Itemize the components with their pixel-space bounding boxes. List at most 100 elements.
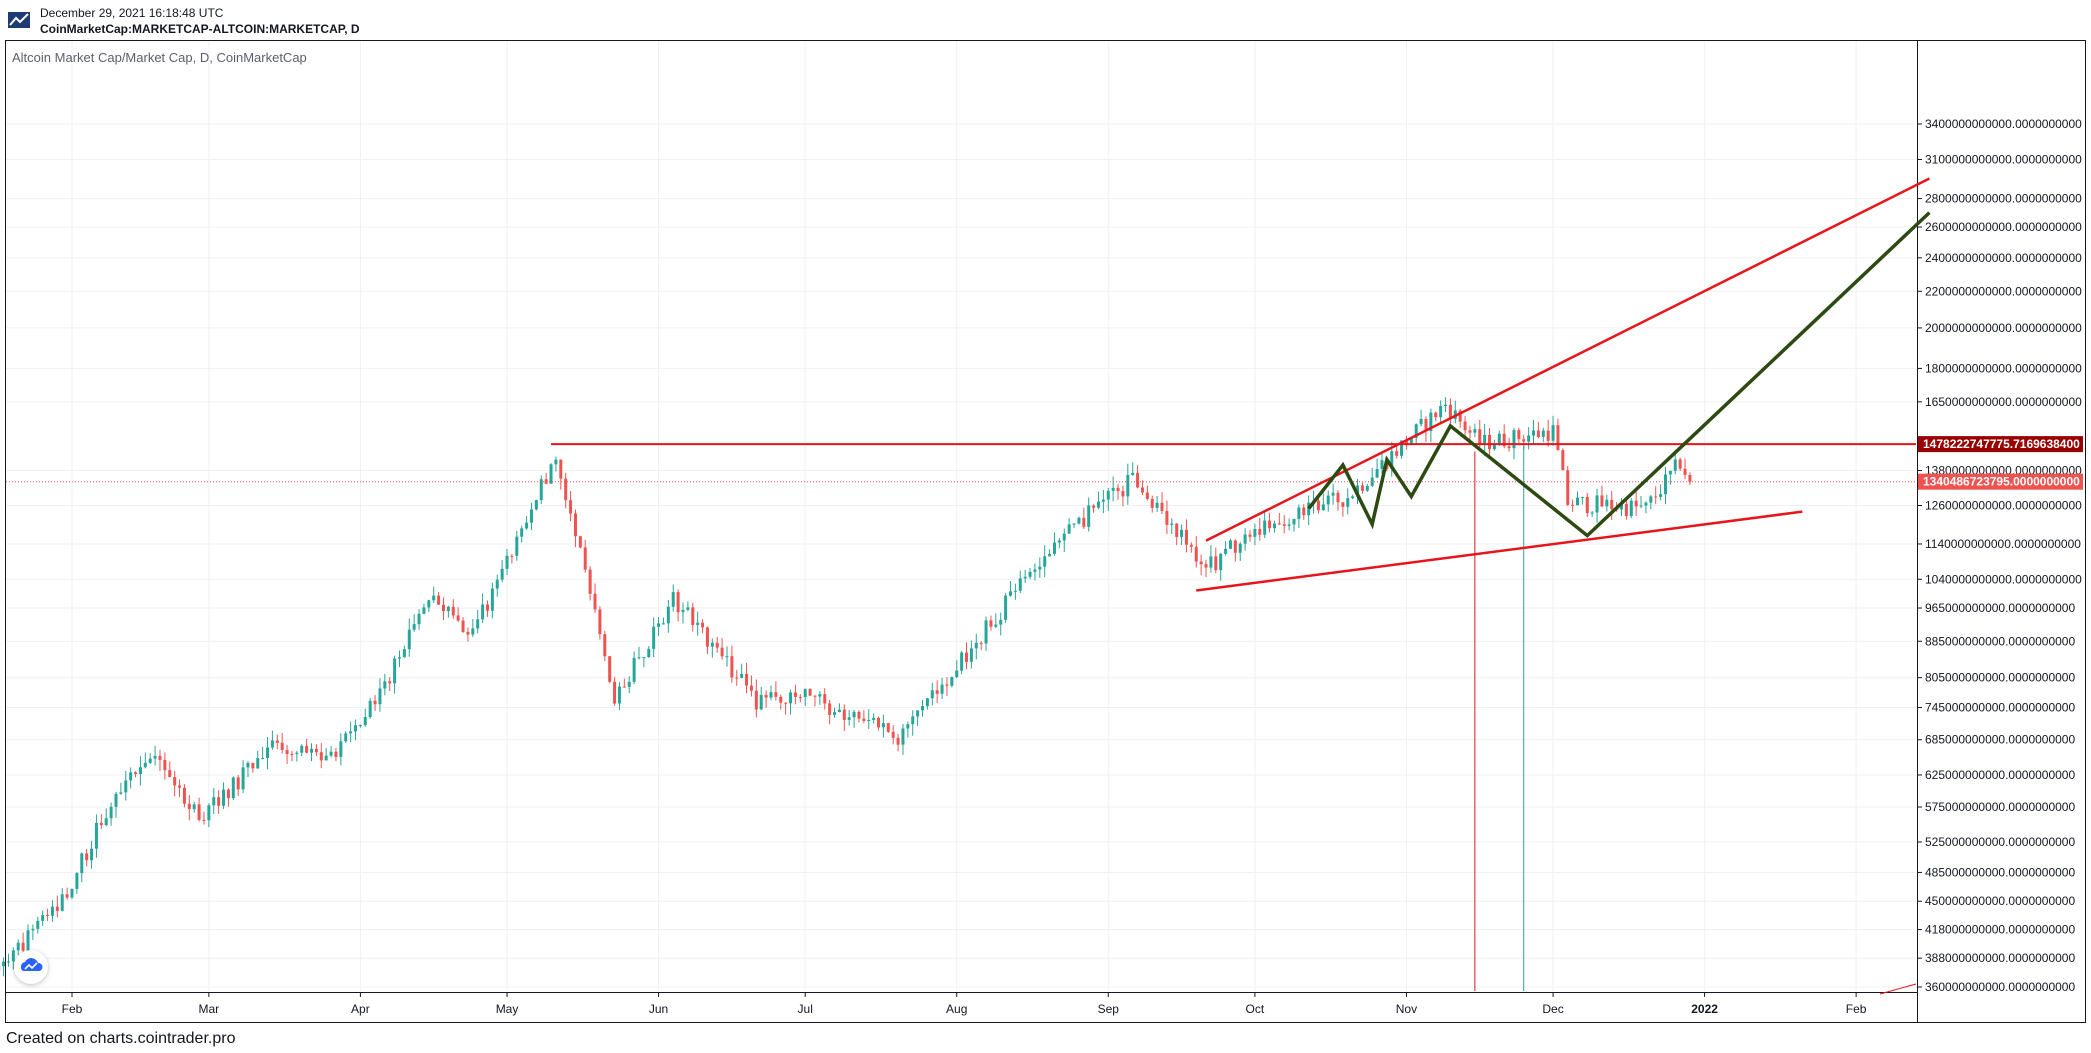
candle-body	[314, 748, 318, 753]
candle-body	[1629, 500, 1633, 517]
candle-body	[104, 818, 108, 826]
candle-body	[617, 686, 621, 704]
tradingview-cloud-icon[interactable]	[14, 950, 48, 984]
candle-body	[1644, 502, 1648, 506]
candle-body	[1038, 566, 1042, 570]
channel-lower-line	[1196, 510, 1803, 592]
price-tick-label: 450000000000.0000000000	[1925, 894, 2075, 908]
candle-body	[1189, 544, 1193, 547]
candle-body	[725, 656, 729, 658]
candle-body	[1116, 487, 1120, 492]
candle-body	[921, 706, 925, 711]
candle-body	[1008, 591, 1012, 596]
candle-body	[1101, 499, 1105, 502]
price-tick-label: 1140000000000.0000000000	[1925, 537, 2081, 551]
candle-body	[241, 767, 245, 790]
candle-body	[573, 513, 577, 537]
candle-body	[1659, 494, 1663, 497]
candle-body	[1111, 487, 1115, 491]
candle-body	[701, 622, 705, 628]
candle-body	[1336, 492, 1340, 503]
candle-body	[906, 724, 910, 729]
candle-body	[373, 700, 377, 705]
candle-body	[891, 731, 895, 738]
candle-body	[129, 772, 133, 781]
time-tick-label: Feb	[62, 1002, 83, 1016]
candle-body	[1092, 505, 1096, 508]
candle-body	[1619, 503, 1623, 510]
candle-body	[1199, 561, 1203, 565]
candle-body	[94, 822, 98, 849]
candle-body	[1492, 445, 1496, 450]
candle-body	[979, 642, 983, 644]
candle-body	[1551, 425, 1555, 441]
candle-body	[588, 569, 592, 594]
candle-body	[305, 745, 309, 753]
candle-body	[1566, 470, 1570, 505]
candle-body	[1228, 540, 1232, 549]
candle-body	[1077, 517, 1081, 524]
candle-body	[1546, 430, 1550, 441]
candle-body	[1214, 556, 1218, 571]
candle-body	[16, 942, 20, 951]
candle-body	[1096, 501, 1100, 508]
candle-body	[11, 950, 15, 962]
candle-body	[1023, 576, 1027, 579]
candle-body	[75, 873, 79, 889]
candle-body	[388, 681, 392, 684]
candle-body	[1434, 412, 1438, 418]
candle-body	[823, 694, 827, 704]
candle-body	[1497, 433, 1501, 446]
candle-body	[666, 606, 670, 624]
candle-body	[1624, 503, 1628, 517]
candle-body	[1072, 523, 1076, 525]
candle-body	[1165, 510, 1169, 525]
candle-body	[192, 804, 196, 810]
candle-body	[222, 789, 226, 806]
candle-body	[402, 649, 406, 658]
candle-body	[1429, 412, 1433, 432]
candle-body	[955, 670, 959, 678]
candle-body	[432, 595, 436, 601]
candle-body	[1463, 421, 1467, 431]
candle-body	[886, 723, 890, 732]
candle-body	[989, 620, 993, 627]
candle-body	[749, 685, 753, 691]
candle-body	[1282, 524, 1286, 526]
candle-body	[759, 694, 763, 710]
candle-body	[837, 709, 841, 713]
candle-body	[696, 622, 700, 625]
candle-body	[569, 500, 573, 514]
candle-body	[168, 770, 172, 778]
candle-body	[1126, 474, 1130, 497]
time-tick-label: Mar	[199, 1002, 220, 1016]
chart-legend: Altcoin Market Cap/Market Cap, D, CoinMa…	[12, 50, 307, 65]
candle-body	[1556, 425, 1560, 451]
candle-body	[1404, 440, 1408, 445]
price-tick-label: 360000000000.0000000000	[1925, 980, 2075, 994]
candle-body	[358, 725, 362, 727]
candles	[0, 397, 1692, 977]
candle-body	[334, 751, 338, 757]
candle-body	[1326, 495, 1330, 505]
candle-body	[217, 797, 221, 806]
candle-body	[60, 894, 64, 911]
candle-body	[1018, 578, 1022, 591]
candle-body	[1590, 512, 1594, 514]
candle-body	[1057, 540, 1061, 543]
candle-body	[490, 588, 494, 611]
candle-body	[940, 684, 944, 694]
candle-body	[451, 606, 455, 616]
candle-body	[1400, 440, 1404, 456]
candle-body	[46, 914, 50, 916]
candle-body	[691, 607, 695, 625]
candle-body	[500, 568, 504, 580]
candle-body	[637, 657, 641, 659]
candle-body	[862, 718, 866, 721]
candle-body	[1673, 459, 1677, 471]
candle-body	[1321, 504, 1325, 511]
candle-body	[1610, 499, 1614, 510]
candle-body	[36, 920, 40, 929]
price-tick-label: 1040000000000.0000000000	[1925, 572, 2082, 586]
